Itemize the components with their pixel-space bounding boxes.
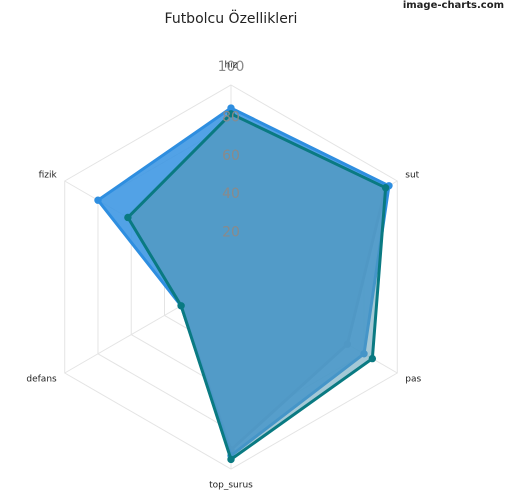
series-2-point-4 — [177, 302, 185, 310]
series-2-point-3 — [227, 455, 235, 464]
axis-label-pas: pas — [405, 375, 421, 385]
axis-label-sut: sut — [405, 171, 419, 181]
axis-label-fizik: fizik — [39, 171, 58, 181]
watermark: image-charts.com — [402, 0, 504, 11]
r-tick-label-60: 60 — [222, 148, 240, 164]
chart-title: Futbolcu Özellikleri — [165, 9, 298, 27]
r-tick-label-100: 100 — [218, 59, 245, 75]
r-tick-label-80: 80 — [222, 109, 240, 125]
r-tick-label-40: 40 — [222, 186, 240, 202]
axis-label-hız: hız — [225, 61, 238, 71]
series-2-point-0 — [227, 110, 235, 118]
series-2-point-1 — [381, 184, 390, 192]
r-tick-label-20: 20 — [222, 225, 240, 241]
series-2-point-5 — [124, 213, 132, 222]
axis-label-top_surus: top_surus — [209, 481, 253, 491]
series-2-point-2 — [368, 354, 377, 363]
series-1-point-5 — [94, 196, 102, 204]
axis-label-defans: defans — [26, 375, 57, 385]
